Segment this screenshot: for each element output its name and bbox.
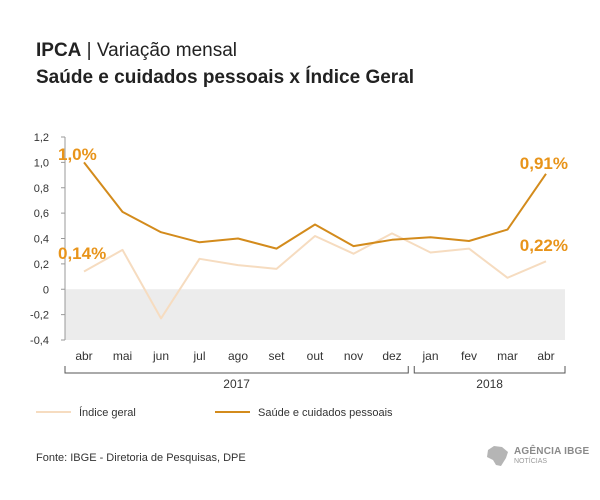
x-tick-label: nov bbox=[344, 349, 363, 363]
x-tick-label: out bbox=[307, 349, 324, 363]
y-tick-label: 0,2 bbox=[34, 259, 49, 271]
title-ipca: IPCA bbox=[36, 40, 82, 61]
brazil-map-icon bbox=[487, 446, 508, 466]
x-tick-label: jun bbox=[152, 349, 169, 363]
data-label: 0,22% bbox=[520, 236, 568, 255]
chart-subtitle: Saúde e cuidados pessoais x Índice Geral bbox=[36, 67, 415, 88]
year-bracket bbox=[64, 366, 409, 374]
negative-area-band bbox=[65, 289, 565, 340]
y-tick-label: -0,2 bbox=[30, 310, 49, 322]
x-tick-label: ago bbox=[228, 349, 248, 363]
year-label: 2018 bbox=[476, 377, 503, 391]
x-tick-label: mai bbox=[113, 349, 132, 363]
y-tick-label: 0,8 bbox=[34, 183, 49, 195]
title-variation: | Variação mensal bbox=[81, 40, 238, 61]
x-tick-label: abr bbox=[537, 349, 554, 363]
logo-text: AGÊNCIA IBGE bbox=[514, 446, 590, 457]
logo-subtext: NOTÍCIAS bbox=[514, 458, 548, 465]
data-label: 0,14% bbox=[58, 244, 106, 263]
data-label: 0,91% bbox=[520, 154, 568, 173]
agencia-ibge-logo: AGÊNCIA IBGE NOTÍCIAS bbox=[484, 444, 589, 470]
source-note: Fonte: IBGE - Diretoria de Pesquisas, DP… bbox=[36, 452, 246, 464]
series-line-indice-geral bbox=[83, 232, 547, 320]
x-tick-label: jul bbox=[192, 349, 205, 363]
series-line-saude bbox=[83, 161, 547, 250]
chart-title: IPCA | Variação mensal bbox=[36, 40, 237, 62]
legend-label: Saúde e cuidados pessoais bbox=[258, 407, 393, 419]
y-tick-label: 0,4 bbox=[34, 234, 49, 246]
data-label: 1,0% bbox=[58, 145, 97, 164]
legend-label: Índice geral bbox=[79, 406, 136, 419]
x-tick-label: mar bbox=[497, 349, 518, 363]
x-tick-label: dez bbox=[382, 349, 401, 363]
y-tick-label: 1,0 bbox=[34, 157, 49, 169]
x-tick-label: set bbox=[268, 349, 285, 363]
x-tick-label: fev bbox=[461, 349, 477, 363]
y-tick-label: -0,4 bbox=[30, 335, 49, 347]
y-tick-label: 0 bbox=[43, 284, 49, 296]
year-label: 2017 bbox=[223, 377, 250, 391]
x-tick-label: jan bbox=[421, 349, 438, 363]
y-tick-label: 1,2 bbox=[34, 132, 49, 144]
x-tick-label: abr bbox=[75, 349, 92, 363]
y-tick-label: 0,6 bbox=[34, 208, 49, 220]
year-bracket bbox=[413, 366, 566, 374]
